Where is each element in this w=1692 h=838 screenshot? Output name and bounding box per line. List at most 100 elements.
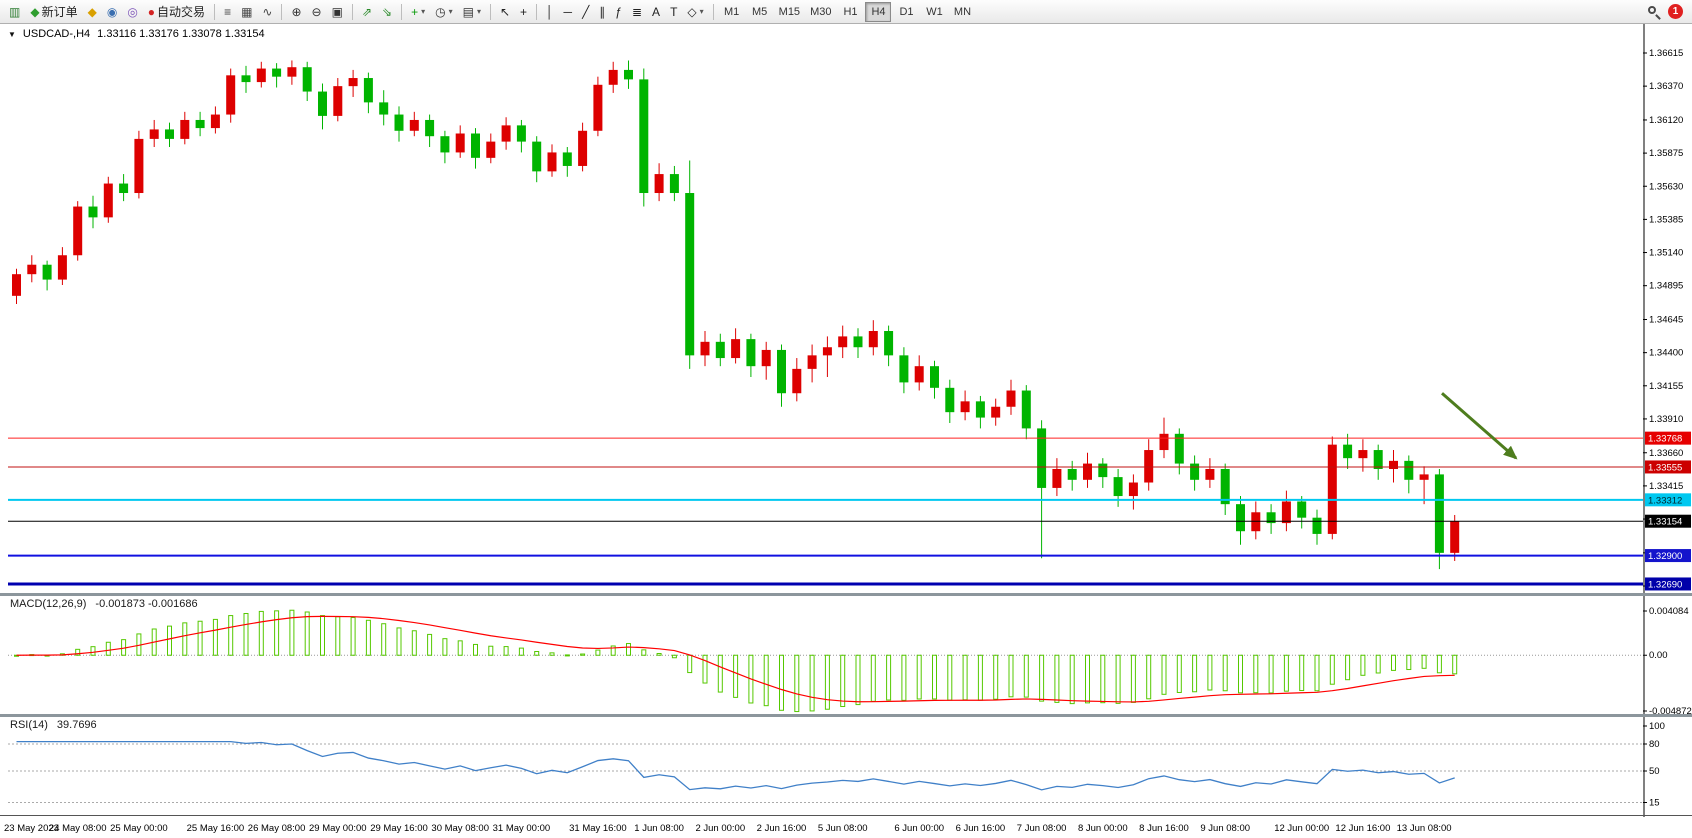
magnifier-glass bbox=[1648, 5, 1656, 14]
market-watch-button[interactable]: ◉ bbox=[103, 2, 121, 22]
bar-chart-icon: ≡ bbox=[224, 4, 232, 19]
svg-text:1.35875: 1.35875 bbox=[1649, 148, 1683, 159]
zoom-out-button[interactable]: ⊖ bbox=[308, 2, 326, 22]
new-order-button[interactable]: ◆ 新订单 bbox=[26, 2, 81, 22]
add-indicator-dropdown[interactable]: + ▾ bbox=[407, 2, 429, 22]
svg-text:1.36120: 1.36120 bbox=[1649, 115, 1683, 126]
zoom-out-icon: ⊖ bbox=[311, 4, 322, 19]
dropdown-caret-icon: ▾ bbox=[421, 7, 426, 16]
macd-indicator-label: MACD(12,26,9) -0.001873 -0.001686 bbox=[10, 598, 198, 610]
text-label-button[interactable]: T bbox=[666, 2, 681, 22]
timeframe-H4[interactable]: H4 bbox=[865, 1, 892, 22]
chart-symbol-period: USDCAD-,H4 bbox=[22, 28, 91, 40]
candlestick-chart-icon: ▦ bbox=[241, 4, 253, 19]
svg-text:1.33768: 1.33768 bbox=[1648, 434, 1682, 445]
new-order-icon: ◆ bbox=[30, 4, 40, 19]
timeframe-M30[interactable]: M30 bbox=[806, 2, 835, 22]
svg-text:1.36615: 1.36615 bbox=[1649, 48, 1683, 59]
chart-profiles-button[interactable]: ◆ bbox=[84, 2, 101, 22]
auto-trading-icon: ● bbox=[147, 4, 156, 19]
macd-panel: 0.004084 0.00 -0.004872 bbox=[8, 606, 1692, 717]
navigator-button[interactable]: ◎ bbox=[123, 2, 141, 22]
svg-text:1.32690: 1.32690 bbox=[1648, 579, 1682, 590]
svg-text:100: 100 bbox=[1649, 721, 1665, 732]
new-chart-icon: ▥ bbox=[9, 4, 21, 19]
rsi-value: 39.7696 bbox=[56, 719, 97, 731]
timeframe-M1[interactable]: M1 bbox=[719, 2, 745, 22]
magnifier-handle bbox=[1655, 13, 1661, 20]
bar-chart-button[interactable]: ≡ bbox=[220, 2, 235, 22]
chart-canvas[interactable]: 1.36615 1.36370 1.36120 1.35875 1.35630 1.353… bbox=[0, 24, 1692, 838]
chart-shift-button[interactable]: ⇘ bbox=[378, 2, 396, 22]
text-icon: A bbox=[652, 4, 661, 19]
toolbar-separator bbox=[536, 3, 538, 20]
clock-icon: ◷ bbox=[435, 4, 446, 19]
svg-text:8 Jun 00:00: 8 Jun 00:00 bbox=[1078, 823, 1128, 834]
timeframe-M15[interactable]: M15 bbox=[775, 2, 804, 22]
price-axis[interactable]: 1.36615 1.36370 1.36120 1.35875 1.35630 1.353… bbox=[1643, 48, 1683, 592]
toolbar-separator bbox=[401, 3, 403, 20]
timeframe-MN[interactable]: MN bbox=[949, 2, 975, 22]
shapes-dropdown[interactable]: ◇ ▾ bbox=[683, 2, 707, 22]
trend-arrow-annotation[interactable] bbox=[1441, 392, 1518, 460]
fibonacci-button[interactable]: ƒ bbox=[611, 2, 626, 22]
svg-text:31 May 00:00: 31 May 00:00 bbox=[493, 823, 551, 834]
svg-text:31 May 16:00: 31 May 16:00 bbox=[569, 823, 627, 834]
toolbar-main-buttons: ▥ ◆ 新订单 ◆ ◉ ◎ ● 自动交易 ≡ ▦ ∿ ⊕ ⊖ ▣ ⇗ ⇘ + ▾ ◷ ▾ ▤ ▾ ↖ + │ ─ ╱ ∥ ƒ ≣ A T ◇ ▾ bbox=[4, 2, 718, 22]
crosshair-button[interactable]: + bbox=[516, 2, 531, 22]
zoom-in-button[interactable]: ⊕ bbox=[287, 2, 305, 22]
trendline-button[interactable]: ╱ bbox=[578, 2, 593, 22]
toolbar-separator bbox=[712, 3, 714, 20]
panel-splitter-macd[interactable] bbox=[0, 593, 1692, 596]
rsi-panel: 100 80 50 15 bbox=[8, 721, 1665, 809]
macd-values: -0.001873 -0.001686 bbox=[95, 598, 198, 610]
collapse-chart-icon[interactable]: ▼ bbox=[8, 29, 16, 39]
chart-shift-icon: ⇘ bbox=[382, 4, 393, 19]
timeframe-W1[interactable]: W1 bbox=[921, 2, 947, 22]
svg-text:26 May 08:00: 26 May 08:00 bbox=[248, 823, 306, 834]
svg-text:23 May 2023: 23 May 2023 bbox=[4, 823, 59, 834]
candlesticks bbox=[12, 60, 1460, 570]
cycle-lines-button[interactable]: ≣ bbox=[628, 2, 646, 22]
vertical-line-button[interactable]: │ bbox=[542, 2, 558, 22]
toolbar: ▥ ◆ 新订单 ◆ ◉ ◎ ● 自动交易 ≡ ▦ ∿ ⊕ ⊖ ▣ ⇗ ⇘ + ▾ ◷ ▾ ▤ ▾ ↖ + │ ─ ╱ ∥ ƒ ≣ A T ◇ ▾ … bbox=[0, 0, 1692, 24]
cycle-lines-icon: ≣ bbox=[631, 4, 643, 19]
channel-button[interactable]: ∥ bbox=[595, 2, 609, 22]
auto-trading-button[interactable]: ● 自动交易 bbox=[144, 2, 209, 22]
rsi-indicator-label: RSI(14) 39.7696 bbox=[10, 719, 97, 731]
auto-scroll-button[interactable]: ⇗ bbox=[358, 2, 376, 22]
svg-text:25 May 00:00: 25 May 00:00 bbox=[110, 823, 168, 834]
dropdown-caret-icon: ▾ bbox=[448, 7, 453, 16]
horizontal-level-lines: 1.33768 1.33555 1.33312 1.32900 1.32690 1.331… bbox=[8, 431, 1691, 591]
line-chart-button[interactable]: ∿ bbox=[258, 2, 276, 22]
toolbar-separator bbox=[281, 3, 283, 20]
svg-text:1.33910: 1.33910 bbox=[1649, 414, 1683, 425]
fibonacci-icon: ƒ bbox=[615, 4, 622, 19]
svg-text:2 Jun 00:00: 2 Jun 00:00 bbox=[695, 823, 745, 834]
notification-badge[interactable]: 1 bbox=[1668, 4, 1683, 19]
text-button[interactable]: A bbox=[648, 2, 664, 22]
timeframe-H1[interactable]: H1 bbox=[837, 2, 863, 22]
svg-text:1 Jun 08:00: 1 Jun 08:00 bbox=[634, 823, 684, 834]
toolbar-separator bbox=[351, 3, 353, 20]
templates-dropdown[interactable]: ▤ ▾ bbox=[459, 2, 485, 22]
line-chart-icon: ∿ bbox=[262, 4, 273, 19]
candlestick-chart-button[interactable]: ▦ bbox=[237, 2, 256, 22]
svg-text:1.35630: 1.35630 bbox=[1649, 181, 1683, 192]
horizontal-line-button[interactable]: ─ bbox=[560, 2, 577, 22]
periods-dropdown[interactable]: ◷ ▾ bbox=[431, 2, 457, 22]
timeframe-M5[interactable]: M5 bbox=[747, 2, 773, 22]
search-icon[interactable] bbox=[1647, 5, 1661, 20]
timeframe-D1[interactable]: D1 bbox=[893, 2, 919, 22]
cursor-button[interactable]: ↖ bbox=[496, 2, 514, 22]
tile-windows-button[interactable]: ▣ bbox=[328, 2, 347, 22]
panel-splitter-rsi[interactable] bbox=[0, 714, 1692, 717]
zoom-in-icon: ⊕ bbox=[291, 4, 302, 19]
svg-text:8 Jun 16:00: 8 Jun 16:00 bbox=[1139, 823, 1189, 834]
macd-signal-line bbox=[16, 615, 1455, 703]
svg-text:-0.004872: -0.004872 bbox=[1649, 706, 1692, 717]
price-tag-1.32900 bbox=[1645, 549, 1691, 563]
new-chart-button[interactable]: ▥ bbox=[5, 2, 24, 22]
